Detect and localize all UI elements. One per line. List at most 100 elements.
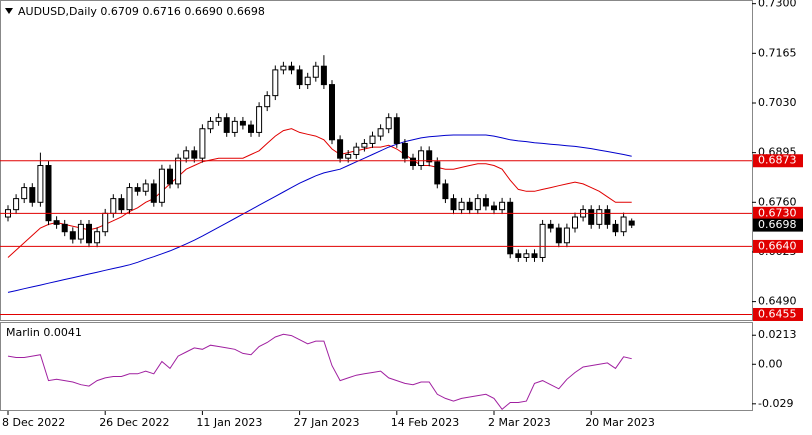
level-tag	[753, 307, 803, 321]
candle-body	[588, 209, 595, 225]
candle-body	[337, 139, 344, 159]
level-tag	[753, 154, 803, 168]
symbol: AUDUSD,Daily	[18, 5, 97, 18]
candle-body	[491, 205, 497, 211]
level-tag	[753, 206, 803, 220]
ohlc-close: 0.6698	[226, 5, 265, 18]
candle-body	[385, 117, 392, 130]
candle-body	[191, 150, 198, 159]
candle-body	[110, 198, 117, 214]
oscillator-panel	[0, 322, 753, 411]
candle-body	[142, 183, 149, 192]
y-tick-label: 0.6760	[758, 195, 797, 208]
y-tick-label: 0.7165	[758, 46, 797, 59]
level-label: 0.6640	[758, 239, 797, 252]
candle-body	[45, 165, 52, 222]
candle-body	[563, 227, 570, 244]
ohlc-low: 0.6690	[184, 5, 223, 18]
candle-body	[296, 69, 303, 86]
candle-body	[199, 128, 206, 159]
indicator-label: Marlin 0.0041	[6, 326, 82, 339]
candle-body	[158, 168, 165, 203]
candle-body	[256, 106, 263, 133]
candle-body	[442, 183, 449, 200]
candle-body	[312, 65, 319, 78]
candle-body	[183, 150, 190, 159]
candle-body	[264, 95, 271, 108]
candle-body	[320, 65, 327, 86]
candle-body	[207, 120, 214, 130]
candle-body	[628, 220, 635, 226]
candle-body	[450, 198, 457, 211]
candle-body	[539, 223, 546, 258]
candle-body	[555, 227, 562, 244]
menu-arrow	[5, 8, 13, 14]
level-label: 0.6730	[758, 206, 797, 219]
candle-body	[507, 201, 514, 255]
ohlc-open: 0.6709	[100, 5, 139, 18]
x-tick-label: 20 Mar 2023	[585, 416, 655, 429]
oscillator-line	[7, 333, 632, 411]
candle-body	[272, 69, 279, 97]
candle-body	[523, 253, 530, 258]
moving-average	[7, 128, 632, 258]
candle-body	[434, 161, 441, 185]
x-tick-label: 11 Jan 2023	[196, 416, 262, 429]
x-tick-label: 8 Dec 2022	[2, 416, 65, 429]
candle-body	[353, 146, 360, 155]
candle-body	[620, 216, 627, 233]
candle-body	[118, 198, 125, 211]
candle-body	[377, 128, 384, 137]
candle-body	[102, 212, 109, 233]
candle-body	[304, 76, 311, 86]
y-tick-label: 0.7030	[758, 96, 797, 109]
candle-body	[69, 231, 76, 240]
x-tick-label: 14 Feb 2023	[391, 416, 459, 429]
candle-body	[474, 198, 481, 211]
candle-body	[604, 209, 611, 225]
candle-body	[426, 150, 433, 163]
candle-body	[401, 142, 408, 159]
candle-body	[596, 209, 603, 225]
y-tick-label: 0.6490	[758, 295, 797, 308]
candle-body	[77, 223, 84, 240]
x-tick-label: 27 Jan 2023	[294, 416, 360, 429]
candle-body	[410, 157, 416, 167]
candle-body	[361, 142, 368, 148]
candle-body	[248, 124, 254, 133]
indicator-value: 0.0041	[43, 326, 82, 339]
moving-average	[7, 134, 632, 293]
x-tick-label: 26 Dec 2022	[99, 416, 169, 429]
level-label: 0.6873	[758, 154, 797, 167]
level-tag	[753, 239, 803, 253]
candle-body	[288, 65, 295, 71]
candle-body	[572, 216, 578, 229]
candle-body	[53, 220, 60, 225]
candle-body	[369, 135, 376, 144]
candle-body	[418, 150, 425, 167]
candle-body	[499, 201, 506, 211]
candle-body	[175, 157, 182, 185]
price-label: 0.6698	[758, 218, 797, 231]
candle-body	[531, 253, 538, 258]
y-tick-label: 0.00	[758, 357, 783, 370]
candle-body	[239, 120, 246, 126]
ohlc-high: 0.6716	[142, 5, 181, 18]
candle-body	[215, 117, 222, 122]
candle-body	[134, 187, 141, 192]
candle-body	[329, 84, 335, 141]
indicator-name: Marlin	[6, 326, 40, 339]
candle-body	[150, 183, 157, 203]
candle-body	[86, 223, 92, 244]
candle-body	[13, 198, 20, 211]
candle-body	[458, 201, 465, 211]
candle-body	[345, 153, 352, 159]
candle-body	[223, 117, 230, 133]
candle-body	[21, 187, 28, 200]
candle-body	[29, 187, 36, 203]
price-tag	[753, 218, 803, 232]
candle-body	[126, 187, 133, 211]
level-label: 0.6455	[758, 307, 797, 320]
